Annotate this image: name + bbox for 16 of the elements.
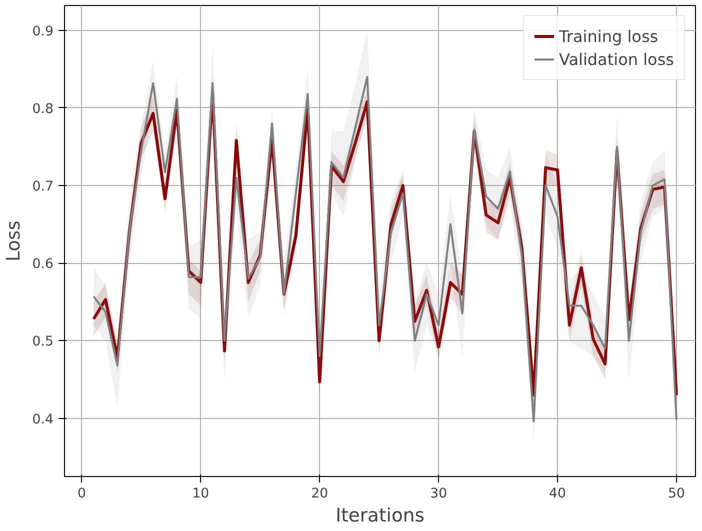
legend-label: Training loss [559,26,658,46]
y-tick-label: 0.6 [32,257,54,272]
y-tick-label: 0.9 [32,24,54,40]
x-tick-label: 40 [549,486,566,502]
x-tick-label: 10 [192,486,210,502]
y-tick-label: 0.4 [32,412,54,428]
y-axis-title: Loss [3,220,24,262]
x-tick-label: 0 [78,486,86,502]
y-tick-label: 0.8 [32,102,54,117]
legend-label: Validation loss [559,50,674,68]
x-tick-label: 20 [311,486,328,502]
y-tick-label: 0.7 [32,180,54,195]
x-tick-label: 50 [668,486,685,502]
x-axis-title: Iterations [336,506,424,526]
y-tick-label: 0.5 [32,334,54,350]
x-tick-label: 30 [430,486,448,502]
